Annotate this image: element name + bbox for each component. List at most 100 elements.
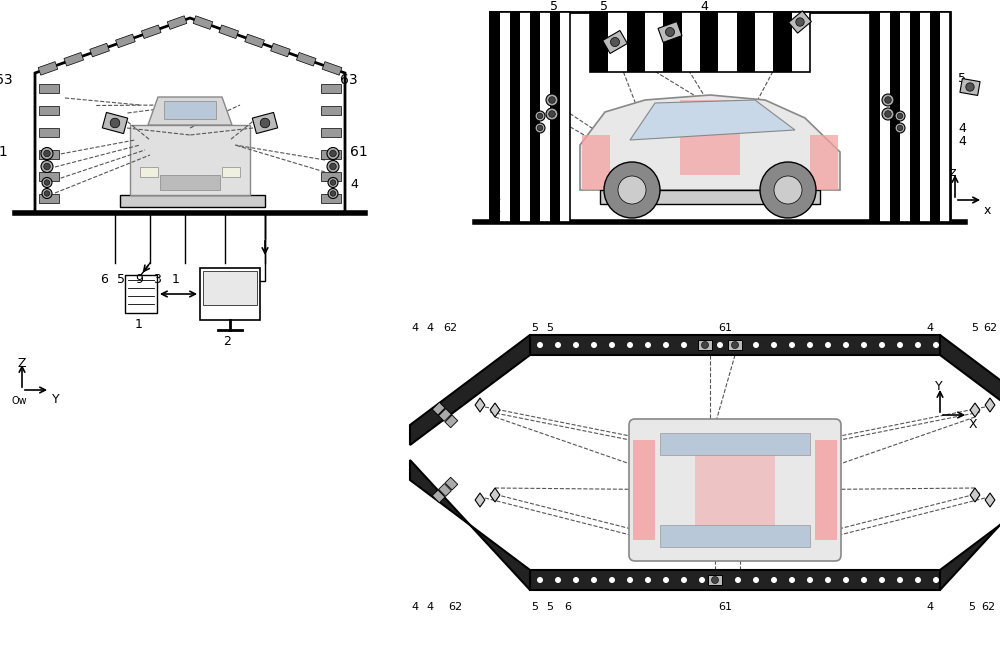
Bar: [600, 190, 820, 204]
Circle shape: [753, 577, 759, 583]
Circle shape: [537, 125, 543, 131]
Circle shape: [774, 176, 802, 204]
Bar: [590, 12, 810, 72]
Bar: [219, 25, 239, 38]
Bar: [698, 340, 712, 350]
Circle shape: [885, 111, 891, 117]
Polygon shape: [630, 100, 795, 140]
Bar: [810, 135, 838, 190]
Circle shape: [897, 114, 903, 119]
Text: X: X: [969, 418, 978, 431]
Text: 5: 5: [600, 0, 608, 13]
Bar: [890, 12, 900, 222]
Bar: [815, 440, 837, 540]
Bar: [582, 135, 610, 190]
Text: 4: 4: [492, 192, 500, 205]
Circle shape: [537, 577, 543, 583]
Circle shape: [681, 577, 687, 583]
Bar: [490, 12, 570, 222]
Polygon shape: [475, 493, 485, 507]
Circle shape: [843, 342, 849, 348]
Text: 5: 5: [532, 602, 538, 612]
Text: 4: 4: [700, 0, 708, 13]
Bar: [321, 172, 341, 180]
Circle shape: [555, 342, 561, 348]
Bar: [296, 53, 316, 66]
Circle shape: [666, 28, 674, 36]
Circle shape: [573, 577, 579, 583]
Circle shape: [861, 577, 867, 583]
Circle shape: [771, 577, 777, 583]
Bar: [222, 167, 240, 177]
Bar: [39, 172, 59, 180]
Circle shape: [609, 577, 615, 583]
Bar: [708, 575, 722, 585]
Text: 61: 61: [718, 323, 732, 333]
Bar: [167, 16, 187, 29]
Bar: [203, 271, 257, 305]
Bar: [39, 127, 59, 137]
Circle shape: [753, 342, 759, 348]
Text: Y: Y: [52, 393, 60, 406]
Text: 6: 6: [564, 602, 572, 612]
Circle shape: [535, 111, 545, 121]
Bar: [120, 195, 265, 207]
Polygon shape: [410, 460, 530, 590]
Circle shape: [328, 178, 338, 187]
Circle shape: [546, 108, 558, 120]
Polygon shape: [410, 335, 530, 445]
Bar: [870, 12, 950, 222]
Circle shape: [861, 342, 867, 348]
Bar: [141, 25, 161, 38]
Circle shape: [330, 163, 336, 170]
Circle shape: [825, 342, 831, 348]
Circle shape: [535, 123, 545, 133]
Text: 61: 61: [718, 602, 732, 612]
Bar: [627, 12, 645, 72]
Bar: [658, 22, 682, 42]
Bar: [164, 101, 216, 119]
Bar: [530, 570, 940, 590]
Bar: [432, 403, 445, 415]
Text: 62: 62: [443, 323, 457, 333]
Circle shape: [591, 342, 597, 348]
Bar: [530, 335, 940, 355]
Bar: [550, 12, 560, 222]
Polygon shape: [475, 398, 485, 412]
Circle shape: [549, 111, 555, 117]
Circle shape: [879, 577, 885, 583]
Text: 4: 4: [411, 602, 419, 612]
Bar: [700, 12, 718, 72]
Text: 4: 4: [926, 602, 934, 612]
Bar: [39, 150, 59, 158]
Bar: [38, 61, 58, 75]
Text: 5: 5: [550, 0, 558, 13]
Text: Ow: Ow: [12, 396, 28, 406]
Circle shape: [546, 94, 558, 106]
Bar: [660, 433, 810, 455]
Circle shape: [110, 118, 120, 128]
Bar: [663, 12, 682, 72]
Text: 61: 61: [350, 145, 368, 159]
Circle shape: [915, 577, 921, 583]
Bar: [271, 44, 290, 57]
Bar: [490, 12, 500, 222]
Circle shape: [41, 160, 53, 172]
Polygon shape: [985, 398, 995, 412]
Circle shape: [933, 577, 939, 583]
Circle shape: [260, 118, 270, 128]
Text: 4: 4: [426, 323, 434, 333]
Bar: [660, 525, 810, 547]
Polygon shape: [490, 403, 500, 417]
Text: 4: 4: [492, 204, 500, 217]
Bar: [130, 125, 250, 195]
Circle shape: [609, 342, 615, 348]
Bar: [603, 30, 627, 53]
Circle shape: [663, 342, 669, 348]
Text: 62: 62: [983, 323, 997, 333]
Bar: [321, 106, 341, 114]
Bar: [930, 12, 940, 222]
Circle shape: [897, 342, 903, 348]
Text: 5: 5: [968, 602, 976, 612]
Circle shape: [895, 123, 905, 133]
